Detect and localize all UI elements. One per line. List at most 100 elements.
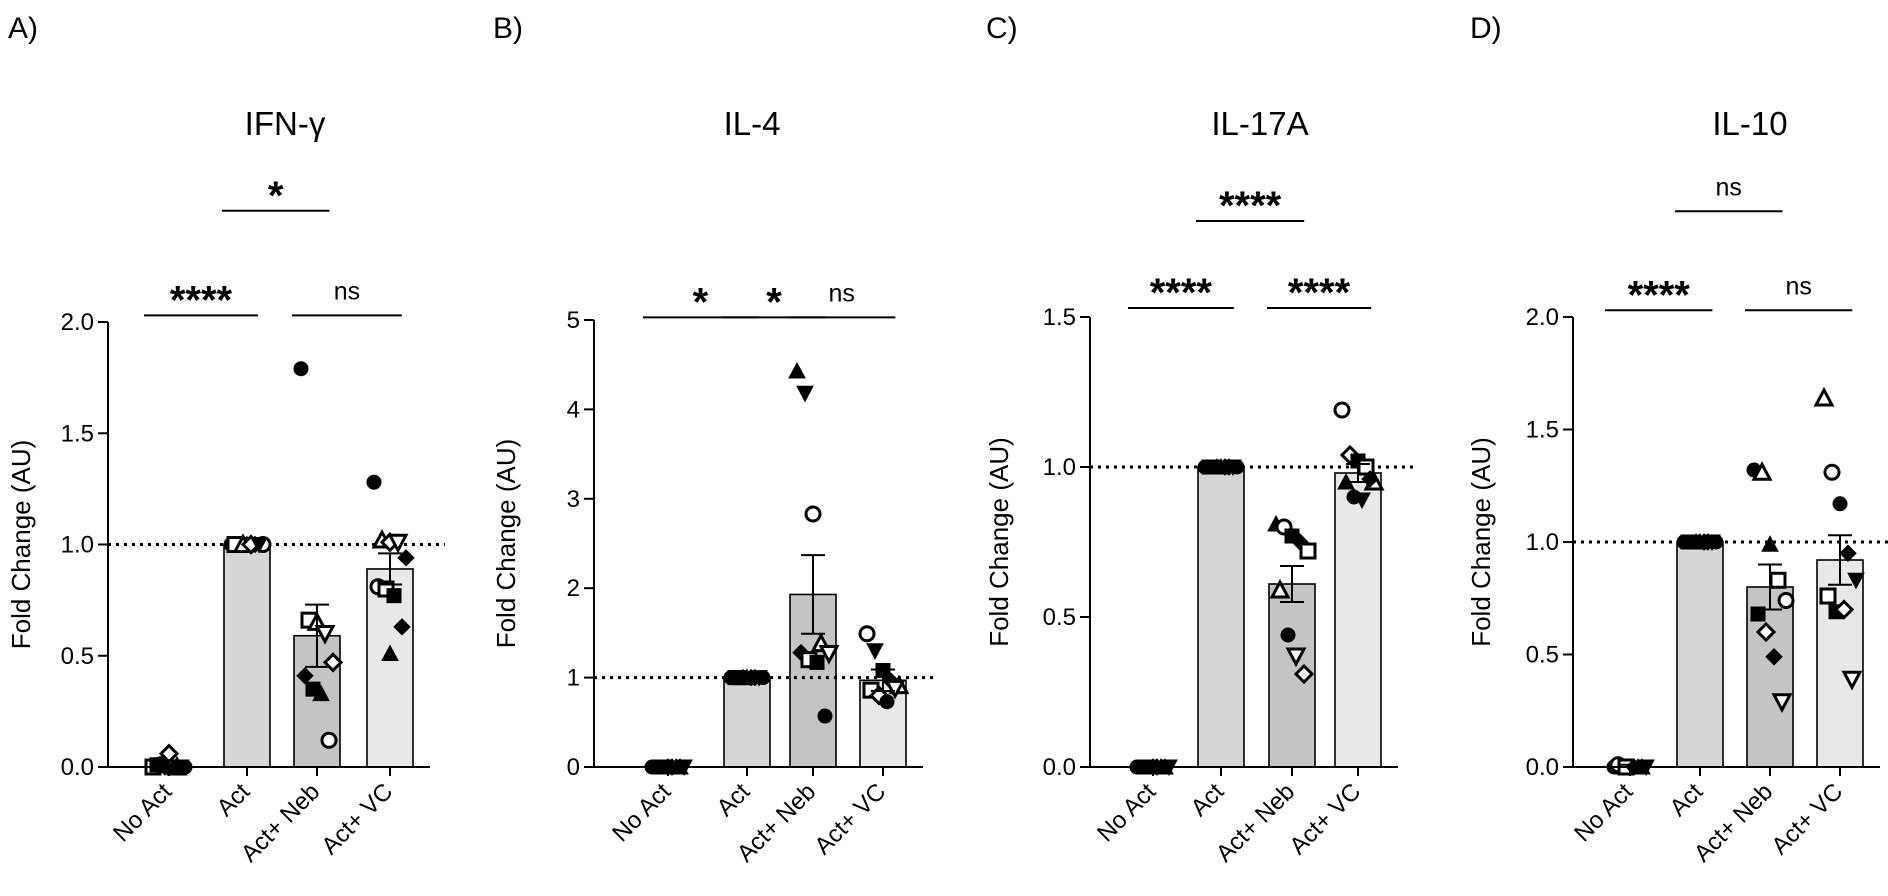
y-tick-label: 0.5	[61, 643, 94, 670]
y-tick-label: 1.5	[61, 420, 94, 447]
significance-label: ns	[1715, 173, 1741, 201]
y-axis-title: Fold Change (AU)	[1466, 437, 1496, 647]
y-tick-label: 2	[567, 575, 580, 602]
bar	[223, 543, 271, 768]
bar	[723, 676, 771, 768]
data-point	[1813, 386, 1835, 407]
x-category-label: Act	[1186, 778, 1230, 822]
data-point	[1839, 544, 1857, 562]
data-point	[1823, 463, 1841, 481]
chart-panel-a: A) IFN-γ Fold Change (AU) 0.0 0.5 1.0 1.5 2.0 No…	[6, 12, 445, 868]
data-point	[750, 670, 768, 687]
data-point	[1293, 663, 1315, 685]
data-point	[393, 618, 411, 636]
data-point	[1269, 578, 1291, 599]
significance-label: ****	[1628, 273, 1691, 317]
chart-title: IL-17A	[1211, 105, 1308, 142]
data-point	[397, 549, 415, 567]
x-category-label: No Act	[108, 778, 177, 847]
data-point	[796, 385, 814, 403]
data-point	[1847, 572, 1865, 590]
data-point	[1285, 647, 1307, 668]
y-tick-label: 5	[567, 307, 580, 334]
y-axis-title: Fold Change (AU)	[6, 440, 36, 650]
data-point	[858, 625, 876, 643]
x-category-label: Act+ Neb	[1211, 778, 1300, 867]
data-point	[817, 708, 833, 724]
significance-label: *	[693, 280, 709, 324]
significance-label: ****	[1150, 271, 1213, 315]
y-tick-label: 0.0	[61, 754, 94, 781]
data-point	[866, 643, 884, 660]
data-point	[1751, 461, 1773, 481]
y-tick-label: 1.5	[1043, 304, 1076, 331]
data-point	[1841, 670, 1863, 691]
significance-label: ****	[170, 278, 233, 322]
data-point	[1833, 599, 1855, 620]
y-tick-label: 1.0	[61, 532, 94, 559]
y-tick-label: 4	[567, 396, 580, 423]
data-point	[1777, 592, 1795, 609]
data-point	[884, 679, 906, 700]
data-point	[386, 588, 402, 604]
chart-panel-d: D) IL-10 Fold Change (AU) 0.0 0.5 1.0 1.5 2.0 No…	[1466, 12, 1888, 868]
y-tick-label: 1	[567, 665, 580, 692]
y-tick-label: 0.0	[1043, 754, 1076, 781]
data-point	[818, 644, 840, 665]
significance-label: ns	[334, 277, 360, 305]
x-category-label: No Act	[1092, 778, 1161, 847]
y-tick-label: 1.0	[1043, 454, 1076, 481]
data-point	[312, 684, 330, 702]
data-point	[804, 505, 822, 523]
data-point	[1832, 496, 1848, 512]
x-category-label: Act+ VC	[316, 778, 398, 860]
y-tick-label: 0	[567, 754, 580, 781]
chart-panel-c: C) IL-17A Fold Change (AU) 0.0 0.5 1.0 1.5 No A…	[984, 12, 1413, 868]
data-point	[1819, 587, 1837, 605]
significance-label: *	[766, 280, 782, 324]
x-category-label: Act	[712, 778, 756, 822]
data-point	[366, 474, 382, 490]
data-point	[296, 667, 314, 685]
bar	[1197, 466, 1245, 768]
y-tick-label: 2.0	[61, 309, 94, 336]
x-category-label: Act+ VC	[1766, 778, 1848, 860]
y-axis-title: Fold Change (AU)	[984, 437, 1014, 647]
x-category-label: No Act	[1569, 778, 1638, 847]
data-point	[1755, 621, 1777, 643]
x-category-label: Act	[1665, 778, 1709, 822]
panel-label: C)	[986, 12, 1018, 45]
chart-title: IL-10	[1712, 105, 1787, 142]
panel-label: B)	[493, 12, 523, 45]
data-point	[788, 361, 806, 379]
data-point	[158, 743, 180, 764]
data-point	[320, 731, 338, 749]
data-point	[1761, 535, 1779, 552]
data-point	[1280, 627, 1296, 643]
y-tick-label: 1.5	[1526, 417, 1559, 444]
data-point	[250, 537, 268, 554]
panel-label: A)	[8, 12, 38, 45]
y-tick-label: 0.5	[1526, 642, 1559, 669]
data-point	[809, 654, 825, 670]
data-point	[1703, 534, 1721, 552]
data-point	[387, 533, 409, 554]
bar	[1334, 472, 1382, 768]
data-point	[879, 694, 895, 710]
data-point	[314, 625, 336, 645]
data-point	[293, 361, 309, 377]
chart-panel-b: B) IL-4 Fold Change (AU) 0 1 2 3 4 5 No Act Act Act…	[491, 12, 938, 868]
data-point	[1224, 459, 1242, 477]
significance-label: *	[268, 174, 284, 218]
significance-label: ****	[1219, 184, 1282, 228]
data-point	[1771, 693, 1793, 713]
y-tick-label: 0.0	[1526, 754, 1559, 781]
data-point	[381, 644, 399, 662]
x-category-label: Act+ VC	[809, 778, 891, 860]
data-point	[1765, 648, 1783, 666]
data-point	[1353, 492, 1371, 510]
data-point	[1299, 542, 1317, 560]
data-point	[1769, 571, 1787, 589]
data-point	[1333, 401, 1351, 419]
